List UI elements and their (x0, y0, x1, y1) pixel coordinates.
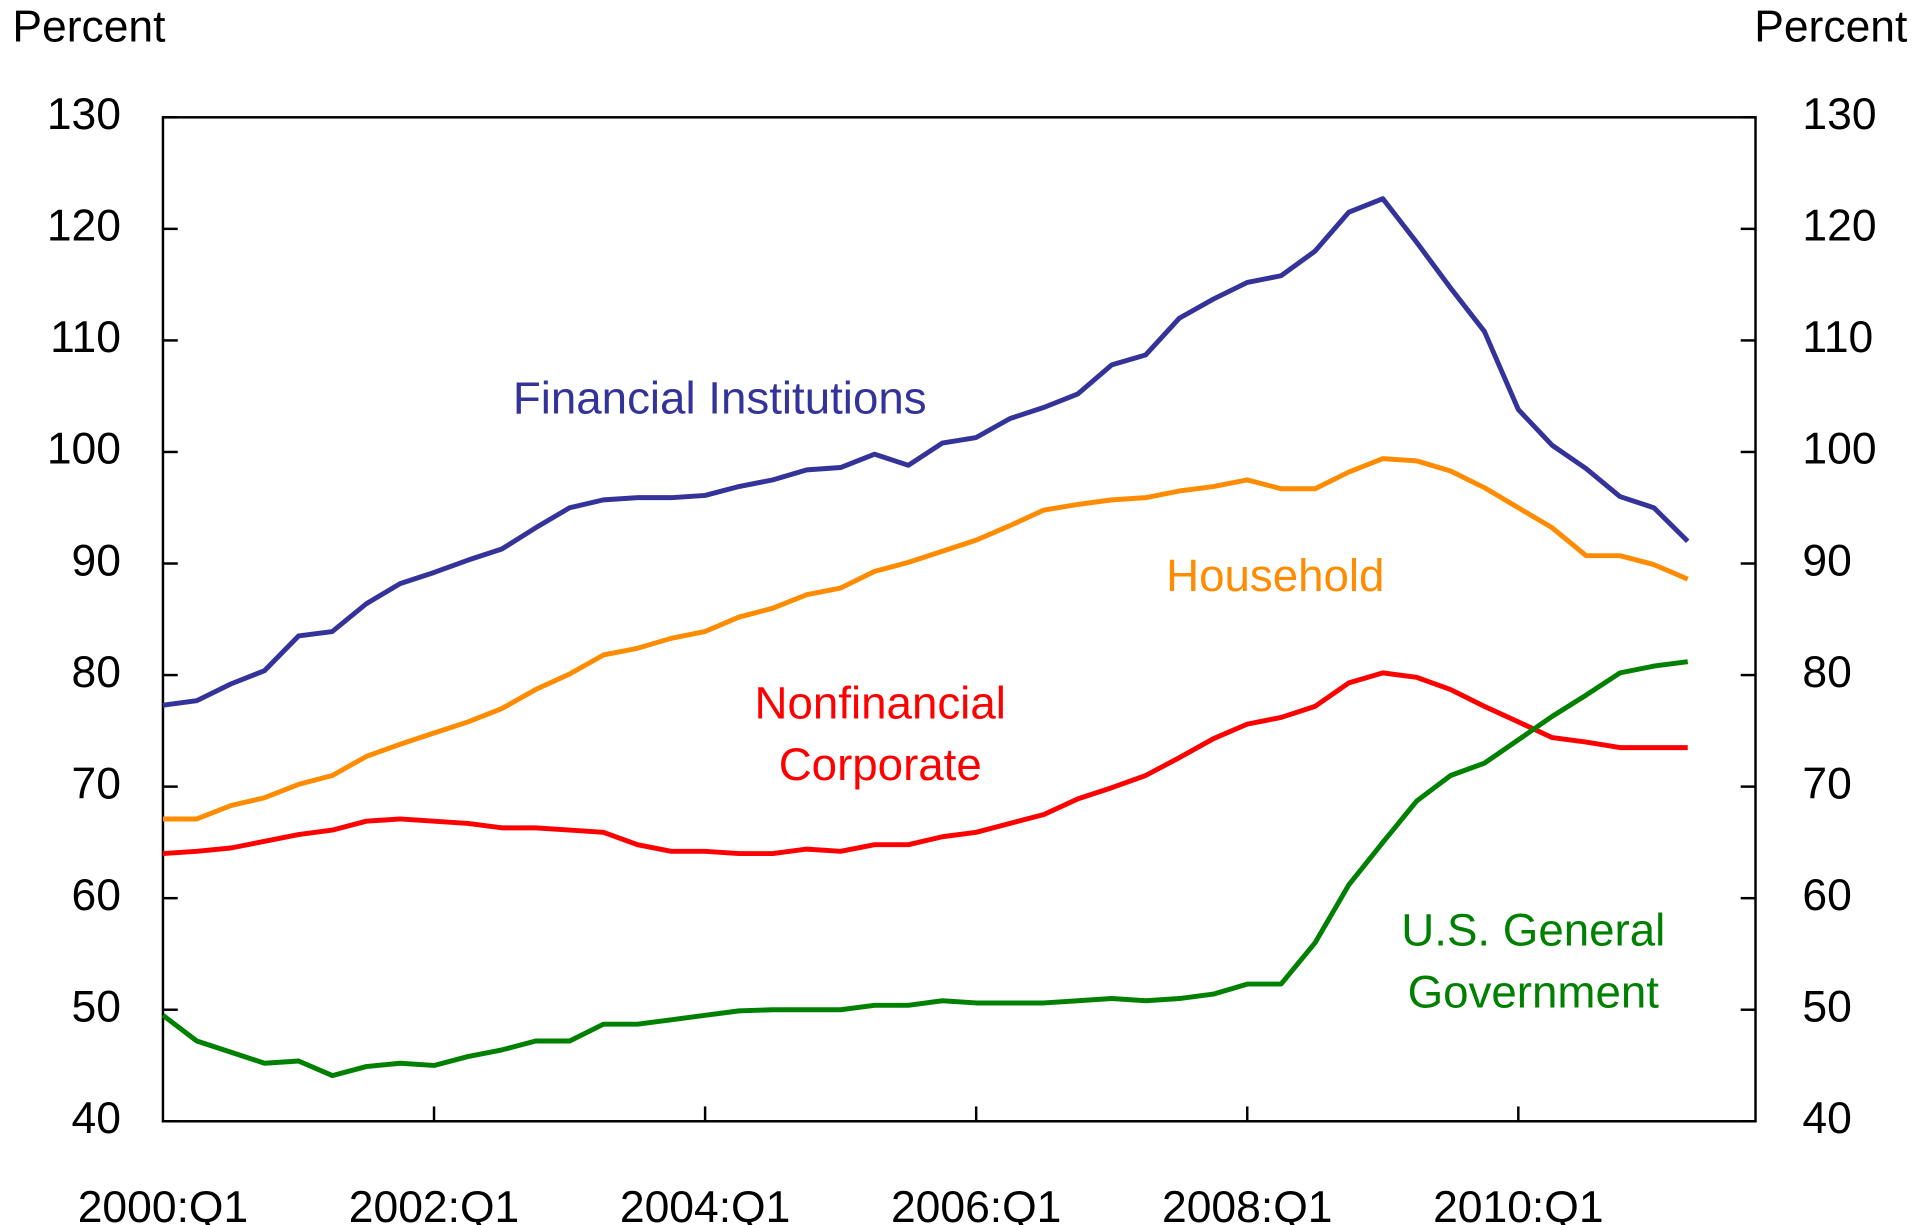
y2-tick-label: 110 (1802, 313, 1873, 362)
x-tick-label: 2002:Q1 (349, 1183, 519, 1225)
y-tick-label: 50 (72, 982, 121, 1031)
y2-tick-label: 80 (1802, 648, 1851, 697)
y2-tick-label: 100 (1802, 425, 1876, 474)
series-line (162, 670, 1688, 857)
y-tick-label: 60 (72, 871, 121, 920)
series-label: U.S. General Government (1401, 905, 1665, 1018)
y2-tick-label: 130 (1802, 90, 1876, 139)
series-label: Household (1166, 550, 1384, 601)
x-tick-label: 2000:Q1 (78, 1183, 248, 1225)
y2-tick-label: 120 (1802, 202, 1876, 251)
y2-tick-label: 50 (1802, 982, 1851, 1031)
y2-tick-label: 40 (1802, 1094, 1851, 1143)
series-line (162, 196, 1690, 708)
y-tick-label: 70 (72, 759, 121, 808)
x-tick-label: 2004:Q1 (620, 1183, 790, 1225)
y-tick-label: 90 (72, 536, 121, 585)
y-tick-label: 120 (47, 202, 121, 251)
series-line (162, 456, 1689, 822)
x-tick-label: 2008:Q1 (1162, 1183, 1332, 1225)
plot-frame (161, 116, 1757, 1123)
y-tick-label: 130 (47, 90, 121, 139)
series-line (161, 659, 1689, 1079)
y-tick-label: 100 (47, 425, 121, 474)
y2-tick-label: 70 (1802, 759, 1851, 808)
x-tick-label: 2006:Q1 (891, 1183, 1061, 1225)
y-axis-label: Percent (12, 2, 166, 51)
y2-tick-label: 60 (1802, 871, 1851, 920)
x-tick-label: 2010:Q1 (1433, 1183, 1603, 1225)
y-tick-label: 110 (50, 313, 121, 362)
y2-axis-label: Percent (1754, 2, 1908, 51)
y-tick-label: 80 (72, 648, 121, 697)
y2-tick-label: 90 (1802, 536, 1851, 585)
series-label: Financial Institutions (513, 372, 927, 423)
y-tick-label: 40 (72, 1094, 121, 1143)
series-label: Nonfinancial Corporate (755, 677, 1006, 790)
